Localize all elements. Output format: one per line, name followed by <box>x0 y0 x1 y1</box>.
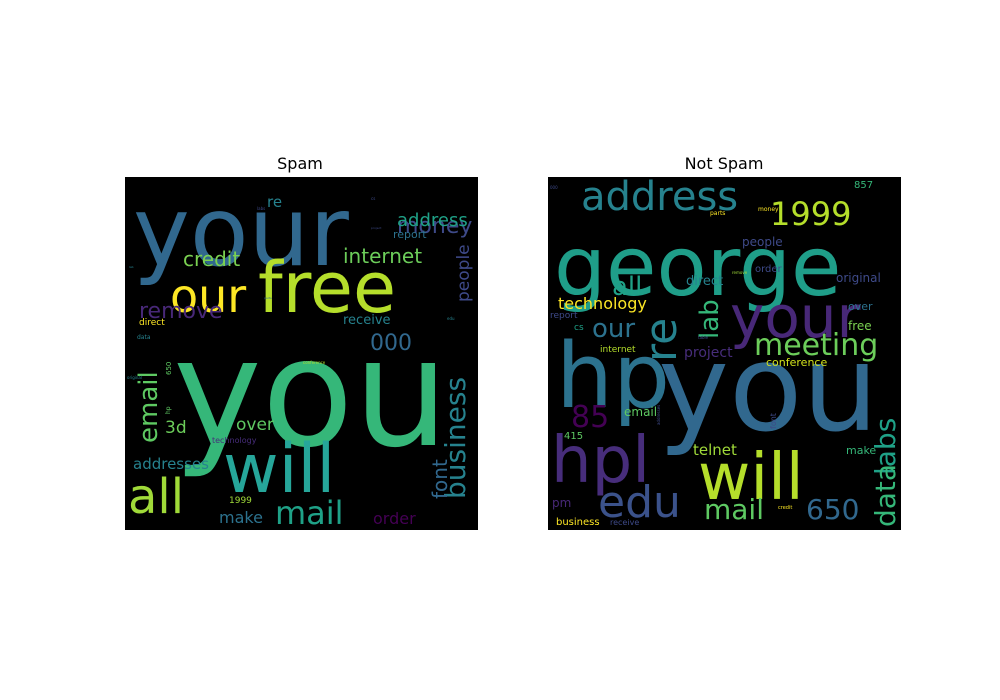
spam-word-will: will <box>223 430 335 509</box>
not-spam-word-will: will <box>698 441 804 515</box>
spam-word-free: free <box>258 247 396 329</box>
not-spam-word-edu: edu <box>598 477 681 528</box>
spam-word-report: report <box>393 228 427 241</box>
spam-word-internet: internet <box>343 244 422 268</box>
not-spam-word-labs: labs <box>869 418 901 475</box>
spam-word-000: 000 <box>370 331 412 356</box>
spam-word-our: our <box>170 269 246 323</box>
not-spam-word-mail: mail <box>704 493 764 526</box>
not-spam-word-conference: conference <box>766 356 827 369</box>
spam-word-email: email <box>134 371 164 443</box>
spam-word-make: make <box>219 508 263 527</box>
not-spam-word-project: project <box>684 345 733 361</box>
spam-word-remove: remove <box>139 299 223 324</box>
spam-word-receive: receive <box>343 313 391 328</box>
spam-word-3d: 3d <box>165 418 187 438</box>
not-spam-word-money: money <box>758 206 779 213</box>
not-spam-word-addresses: addresses <box>656 405 661 425</box>
spam-word-you: you <box>173 307 449 481</box>
spam-word-data: data <box>137 334 151 341</box>
panel-title-spam: Spam <box>277 154 323 173</box>
not-spam-word-lab: lab <box>695 299 725 339</box>
not-spam-word-receive: receive <box>610 518 639 527</box>
spam-word-addresses: addresses <box>133 455 209 473</box>
not-spam-word-857: 857 <box>854 180 873 191</box>
spam-word-pm: pm <box>204 262 209 266</box>
wordcloud-spam: your you free our will all mail business email mo… <box>125 177 478 530</box>
not-spam-word-data: data <box>869 464 901 527</box>
not-spam-word-font: font <box>769 413 778 429</box>
spam-word-over: over <box>236 415 274 435</box>
not-spam-word-direct: direct <box>686 274 723 289</box>
not-spam-word-technology: technology <box>558 294 647 313</box>
not-spam-word-email: email <box>624 405 657 419</box>
spam-word-business: business <box>439 377 472 499</box>
not-spam-word-free: free <box>848 319 872 333</box>
not-spam-word-people: people <box>742 235 783 249</box>
not-spam-word-meeting: meeting <box>754 328 878 363</box>
spam-word-order: order <box>373 509 416 528</box>
not-spam-word-pm: pm <box>552 496 571 510</box>
spam-word-parts: parts <box>264 296 272 300</box>
spam-word-conference: conference <box>303 360 326 365</box>
spam-word-money: money <box>397 214 472 239</box>
spam-word-original: original <box>127 375 142 380</box>
not-spam-word-1999: 1999 <box>770 195 851 233</box>
not-spam-word-our: our <box>592 314 635 344</box>
spam-word-labs: labs <box>257 206 265 211</box>
not-spam-word-you: you <box>658 320 879 459</box>
not-spam-word-report: report <box>550 311 578 321</box>
not-spam-word-650: 650 <box>806 493 859 526</box>
spam-word-re: re <box>267 193 282 211</box>
not-spam-word-telnet: telnet <box>693 441 737 459</box>
not-spam-word-order: order <box>755 264 783 275</box>
not-spam-word-george: george <box>554 220 841 315</box>
not-spam-word-original: original <box>836 271 881 285</box>
wordcloud-not-spam: george you hp hpl your will edu address 1999 re me… <box>548 177 901 530</box>
spam-word-people: people <box>454 244 474 302</box>
not-spam-word-cs: cs <box>574 323 584 333</box>
not-spam-word-internet: internet <box>600 345 636 355</box>
not-spam-word-parts: parts <box>710 210 725 217</box>
not-spam-word-your: your <box>730 283 861 351</box>
spam-word-direct: direct <box>139 318 165 328</box>
not-spam-word-credit: credit <box>778 505 792 511</box>
not-spam-word-hpl: hpl <box>551 424 650 498</box>
spam-word-lab: lab <box>129 265 134 269</box>
not-spam-word-over: over <box>848 300 873 313</box>
spam-word-mail: mail <box>275 494 344 530</box>
spam-word-address: address <box>397 210 468 231</box>
not-spam-word-all: all <box>612 272 642 302</box>
not-spam-word-000: 000 <box>550 185 558 190</box>
not-spam-word-address: address <box>581 177 738 220</box>
spam-word-credit: credit <box>183 247 240 271</box>
not-spam-word-business: business <box>556 517 600 528</box>
not-spam-word-make: make <box>846 444 876 457</box>
spam-word-your: your <box>133 177 349 288</box>
panel-title-not-spam: Not Spam <box>684 154 764 173</box>
spam-word-hp: hp <box>165 406 172 414</box>
spam-word-project: project <box>371 226 382 230</box>
not-spam-word-hp: hp <box>556 324 670 429</box>
not-spam-word-85: 85 <box>571 400 609 435</box>
spam-word-font: font <box>428 459 452 499</box>
not-spam-word-remove: remove <box>732 270 748 275</box>
not-spam-word-re: re <box>636 318 687 362</box>
spam-word-1999: 1999 <box>229 496 252 506</box>
spam-word-650: 650 <box>165 362 173 375</box>
spam-word-technology: technology <box>212 436 257 445</box>
not-spam-word-table: table <box>698 335 709 340</box>
spam-word-edu: edu <box>447 316 455 321</box>
not-spam-word-415: 415 <box>564 431 583 442</box>
spam-word-all: all <box>128 469 184 525</box>
spam-word-cs: cs <box>371 196 375 201</box>
